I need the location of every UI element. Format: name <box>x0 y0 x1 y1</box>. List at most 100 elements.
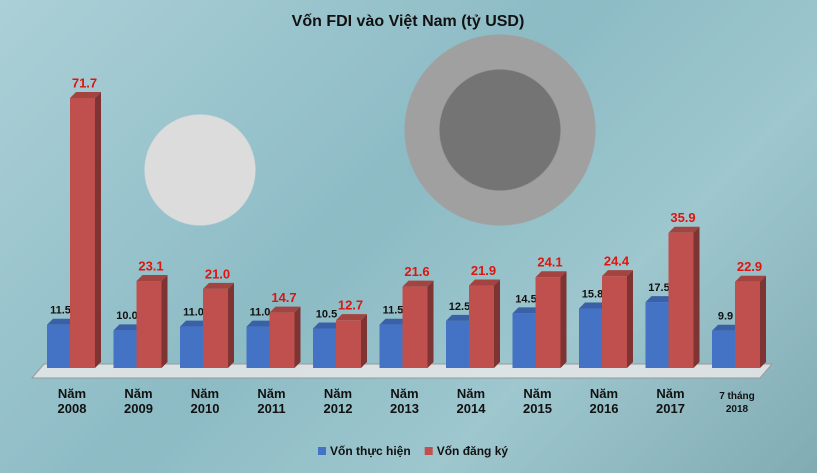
value-label: 12.7 <box>338 298 363 313</box>
bar-front <box>47 324 70 368</box>
bar <box>136 275 168 368</box>
legend-label: Vốn đăng ký <box>437 444 509 458</box>
bar-front <box>668 232 694 368</box>
x-tick-label: Năm 2014 <box>456 386 486 416</box>
x-tick-label: Năm 2008 <box>57 386 87 416</box>
bar-side <box>427 280 434 368</box>
bar-front <box>579 308 602 368</box>
bar <box>402 280 434 368</box>
bar-front <box>602 276 627 368</box>
bar <box>602 270 633 368</box>
chart-title: Vốn FDI vào Việt Nam (tỷ USD) <box>292 13 525 30</box>
bar-front <box>645 302 669 368</box>
x-tick-label: Năm 2010 <box>190 386 220 416</box>
bar-top <box>180 320 209 327</box>
bar-top <box>645 296 675 303</box>
value-label: 17.5 <box>648 282 669 294</box>
bar-front <box>446 320 469 368</box>
x-tick-label: Năm 2016 <box>589 386 619 416</box>
bar-top <box>113 324 143 331</box>
bar-top <box>269 306 301 313</box>
value-label: 12.5 <box>449 301 470 313</box>
bar-front <box>512 313 536 368</box>
bar-front <box>379 324 403 368</box>
bar-top <box>313 322 342 329</box>
bar-top <box>136 275 168 282</box>
bar-top <box>402 280 434 287</box>
bar-front <box>735 281 760 368</box>
value-label: 11.5 <box>383 305 404 317</box>
value-label: 71.7 <box>72 75 97 90</box>
bar-side <box>361 314 367 368</box>
value-label: 14.5 <box>515 293 536 305</box>
bar-side <box>560 271 567 368</box>
bar-front <box>70 98 95 368</box>
value-label: 21.9 <box>471 263 496 278</box>
value-label: 10.0 <box>116 310 137 322</box>
bar <box>469 279 500 368</box>
bar-top <box>203 282 234 289</box>
value-label: 21.6 <box>404 264 429 279</box>
bar <box>668 226 700 368</box>
x-tick-label: Năm 2009 <box>124 386 153 416</box>
bar-top <box>602 270 633 277</box>
bar-top <box>735 275 766 282</box>
value-label: 24.4 <box>604 254 630 269</box>
x-tick-label: Năm 2013 <box>390 386 419 416</box>
bar-front <box>535 277 561 368</box>
bar-front <box>203 288 228 368</box>
bar-top <box>446 314 475 321</box>
bar <box>203 282 234 368</box>
bar-front <box>336 320 361 368</box>
bar-top <box>512 307 542 314</box>
bar-front <box>113 330 137 368</box>
bar-front <box>136 281 162 368</box>
bar-front <box>180 326 203 368</box>
bar-side <box>693 226 700 368</box>
bar-top <box>246 320 276 327</box>
bar-front <box>246 326 270 368</box>
bar-top <box>469 279 500 286</box>
bar-front <box>402 286 428 368</box>
bar-front <box>313 328 336 368</box>
legend-swatch <box>318 447 326 455</box>
value-label: 22.9 <box>737 259 762 274</box>
bar-front <box>469 285 494 368</box>
value-label: 21.0 <box>205 266 230 281</box>
bar <box>735 275 766 368</box>
bar-top <box>668 226 700 233</box>
legend-label: Vốn thực hiện <box>330 444 411 458</box>
bar-side <box>760 275 766 368</box>
value-label: 11.0 <box>250 306 271 318</box>
value-label: 11.5 <box>50 305 71 317</box>
bar <box>269 306 301 368</box>
bar-front <box>712 330 735 368</box>
bar-top <box>47 318 76 325</box>
value-label: 14.7 <box>271 290 296 305</box>
value-label: 11.0 <box>183 306 204 318</box>
bar-side <box>294 306 301 368</box>
value-label: 35.9 <box>670 210 695 225</box>
x-tick-label: Năm 2015 <box>523 386 552 416</box>
legend-swatch <box>424 447 433 455</box>
bar-front <box>269 312 295 368</box>
value-label: 23.1 <box>138 258 163 273</box>
x-tick-label: Năm 2011 <box>257 386 286 416</box>
bar-top <box>579 302 608 309</box>
value-label: 9.9 <box>718 311 733 323</box>
bar-side <box>95 92 101 368</box>
bar-side <box>627 270 633 368</box>
bar-side <box>228 282 234 368</box>
x-tick-label: 7 tháng 2018 <box>719 391 755 415</box>
bar-top <box>379 318 409 325</box>
bar-side <box>494 279 500 368</box>
bar <box>336 314 367 368</box>
bar-side <box>161 275 168 368</box>
bar <box>535 271 567 368</box>
value-label: 24.1 <box>537 255 562 270</box>
value-label: 15.8 <box>582 288 603 300</box>
x-tick-label: Năm 2017 <box>656 386 685 416</box>
bar-top <box>70 92 101 98</box>
